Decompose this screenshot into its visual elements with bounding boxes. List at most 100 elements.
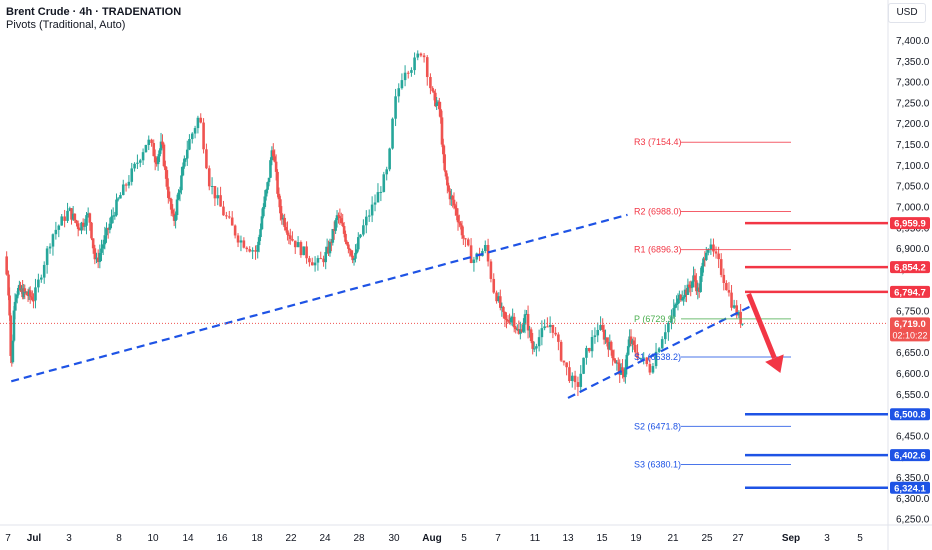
candle-body bbox=[8, 295, 11, 316]
candle bbox=[505, 312, 508, 329]
candle-body bbox=[116, 198, 120, 200]
candle bbox=[254, 245, 257, 260]
candle bbox=[403, 65, 407, 87]
candle-body bbox=[562, 360, 566, 363]
candle-body bbox=[341, 223, 345, 227]
candle-body bbox=[699, 276, 702, 292]
candle-body bbox=[585, 347, 588, 358]
candle-body bbox=[334, 220, 337, 231]
candle bbox=[127, 175, 131, 189]
candle bbox=[682, 295, 685, 306]
candle-body bbox=[388, 148, 391, 170]
candle bbox=[460, 220, 464, 240]
candle bbox=[702, 256, 705, 273]
candle bbox=[111, 207, 115, 224]
candle-body bbox=[436, 101, 440, 103]
candle-body bbox=[51, 234, 55, 247]
candle bbox=[508, 313, 511, 325]
candle bbox=[466, 237, 470, 247]
candle bbox=[178, 186, 182, 202]
candle-body bbox=[271, 150, 275, 157]
candle bbox=[512, 313, 516, 333]
candle bbox=[256, 241, 260, 259]
candle-body bbox=[106, 228, 110, 230]
candle bbox=[225, 211, 228, 220]
candle-body bbox=[325, 246, 329, 253]
candle-body bbox=[660, 339, 664, 349]
candle bbox=[675, 295, 678, 308]
candle-body bbox=[632, 340, 636, 345]
candle bbox=[446, 173, 449, 194]
candle-body bbox=[339, 218, 343, 224]
candle-body bbox=[57, 225, 61, 230]
candle bbox=[719, 253, 723, 278]
candle bbox=[169, 197, 173, 217]
candle-body bbox=[696, 287, 700, 292]
candle-body bbox=[354, 252, 357, 259]
x-tick-label: 27 bbox=[732, 533, 744, 544]
candle bbox=[273, 149, 277, 163]
candle bbox=[697, 283, 701, 298]
currency-button[interactable]: USD bbox=[888, 3, 926, 23]
candle-body bbox=[5, 256, 8, 275]
candle bbox=[456, 208, 460, 231]
candle-body bbox=[531, 341, 534, 349]
candle bbox=[284, 222, 288, 233]
candle bbox=[568, 361, 571, 383]
candle bbox=[105, 222, 108, 243]
candle-body bbox=[31, 297, 34, 301]
candle bbox=[648, 356, 652, 376]
candle bbox=[464, 237, 467, 247]
candle-body bbox=[165, 170, 169, 187]
candle-body bbox=[448, 190, 452, 200]
indicator-label[interactable]: Pivots (Traditional, Auto) bbox=[6, 19, 126, 31]
candle-body bbox=[91, 238, 95, 249]
candle bbox=[193, 125, 197, 139]
candle-body bbox=[492, 278, 496, 293]
candle bbox=[486, 238, 490, 267]
candle-body bbox=[447, 185, 450, 191]
candle-body bbox=[576, 382, 580, 387]
candle-body bbox=[645, 357, 649, 365]
candle-body bbox=[293, 240, 297, 248]
candle bbox=[54, 221, 58, 240]
candle bbox=[607, 337, 610, 357]
candle-body bbox=[349, 250, 353, 256]
candle bbox=[138, 158, 142, 168]
candle bbox=[210, 177, 214, 195]
candle-body bbox=[397, 88, 401, 97]
candle bbox=[205, 143, 208, 170]
candle bbox=[63, 209, 66, 228]
candle-body bbox=[686, 284, 690, 295]
candle-body bbox=[283, 217, 286, 228]
candle-body bbox=[66, 210, 69, 221]
candle-body bbox=[88, 213, 92, 223]
resistance-price-label: 6,794.7 bbox=[894, 287, 926, 298]
candle bbox=[537, 329, 541, 352]
candle bbox=[621, 359, 624, 379]
candle-body bbox=[442, 144, 445, 155]
candle-body bbox=[678, 294, 681, 299]
candle-body bbox=[460, 225, 464, 236]
candle bbox=[283, 213, 286, 231]
candle bbox=[557, 332, 560, 351]
candle-body bbox=[230, 217, 234, 226]
last-price-tag bbox=[890, 317, 930, 342]
candle-body bbox=[565, 362, 568, 368]
candle-body bbox=[526, 313, 530, 331]
candle-body bbox=[472, 259, 476, 263]
candle-body bbox=[596, 329, 600, 336]
candle-body bbox=[462, 235, 465, 239]
candle bbox=[248, 246, 252, 253]
candle bbox=[436, 100, 440, 105]
candle-body bbox=[514, 327, 518, 330]
candle bbox=[422, 53, 426, 63]
y-tick-label: 7,300.0 bbox=[896, 78, 930, 89]
candle bbox=[735, 300, 739, 319]
candle bbox=[680, 290, 684, 302]
candle bbox=[624, 359, 627, 384]
candle bbox=[514, 326, 518, 334]
candle bbox=[13, 293, 17, 320]
candle bbox=[190, 132, 194, 144]
